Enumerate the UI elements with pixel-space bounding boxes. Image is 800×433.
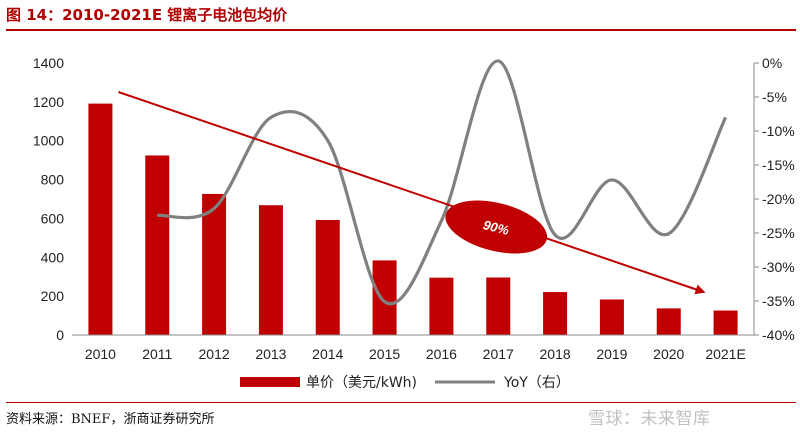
- x-tick-label: 2012: [199, 346, 230, 362]
- x-tick-label: 2020: [653, 346, 684, 362]
- y-right-tick-label: -5%: [762, 89, 787, 105]
- x-tick-label: 2021E: [705, 346, 745, 362]
- source-rule: [6, 402, 796, 403]
- bar-2021E: [713, 310, 738, 335]
- y-left-tick-label: 0: [56, 327, 64, 343]
- x-tick-label: 2014: [312, 346, 343, 362]
- y-left-tick-label: 1000: [33, 133, 64, 149]
- y-right-tick-label: -40%: [762, 327, 795, 343]
- annotation-text: 90%: [482, 217, 511, 238]
- axes: 0 200 400 600 800 1000 1200 1400 -40% -35% -30% -25…: [33, 55, 795, 362]
- y-right-tick-label: -20%: [762, 191, 795, 207]
- y-right-tick-label: -30%: [762, 259, 795, 275]
- x-tick-label: 2011: [142, 346, 172, 362]
- x-tick-label: 2017: [483, 346, 514, 362]
- trend-arrow: [118, 91, 706, 295]
- bar-2019: [599, 299, 624, 335]
- legend-bar-swatch: [240, 377, 300, 387]
- bar-2013: [258, 205, 283, 335]
- y-right-tick-label: -25%: [762, 225, 795, 241]
- bar-series: [88, 103, 738, 335]
- bar-2011: [145, 155, 170, 335]
- x-tick-label: 2015: [369, 346, 400, 362]
- bar-2017: [486, 277, 511, 335]
- bar-2018: [543, 292, 568, 335]
- bar-2014: [315, 219, 340, 335]
- x-tick-label: 2019: [596, 346, 627, 362]
- y-left-tick-label: 600: [41, 210, 65, 226]
- y-left-tick-label: 200: [41, 288, 65, 304]
- bar-2015: [372, 260, 397, 335]
- legend: 单价（美元/kWh) YoY（右）: [240, 375, 570, 391]
- watermark: 雪球：未来智库: [588, 409, 711, 429]
- legend-bar-label: 单价（美元/kWh): [306, 375, 417, 391]
- yoy-line-series: [157, 59, 728, 306]
- figure-title: 图 14：2010-2021E 锂离子电池包均价: [6, 6, 288, 24]
- y-right-tick-label: -15%: [762, 157, 795, 173]
- legend-line-label: YoY（右）: [503, 375, 570, 391]
- y-left-tick-label: 1400: [33, 55, 64, 71]
- y-left-tick-label: 800: [41, 172, 65, 188]
- x-tick-label: 2018: [540, 346, 571, 362]
- bar-2020: [656, 308, 681, 335]
- x-tick-label: 2016: [426, 346, 457, 362]
- bar-2012: [202, 193, 227, 335]
- annotation-ellipse: [445, 200, 548, 254]
- chart: 0 200 400 600 800 1000 1200 1400 -40% -35% -30% -25…: [33, 55, 795, 391]
- yoy-line: [157, 59, 728, 306]
- bar-2010: [88, 103, 113, 335]
- y-right-tick-label: 0%: [762, 55, 782, 71]
- y-right-tick-label: -35%: [762, 293, 795, 309]
- title-rule: [6, 29, 796, 31]
- y-left-tick-label: 1200: [33, 94, 64, 110]
- x-tick-label: 2010: [85, 346, 116, 362]
- source-note: 资料来源：BNEF，浙商证券研究所: [6, 412, 215, 427]
- y-right-tick-label: -10%: [762, 123, 795, 139]
- y-left-tick-label: 400: [41, 249, 65, 265]
- annotation-layer: 90%: [118, 91, 706, 295]
- x-tick-label: 2013: [255, 346, 286, 362]
- bar-2016: [429, 277, 454, 335]
